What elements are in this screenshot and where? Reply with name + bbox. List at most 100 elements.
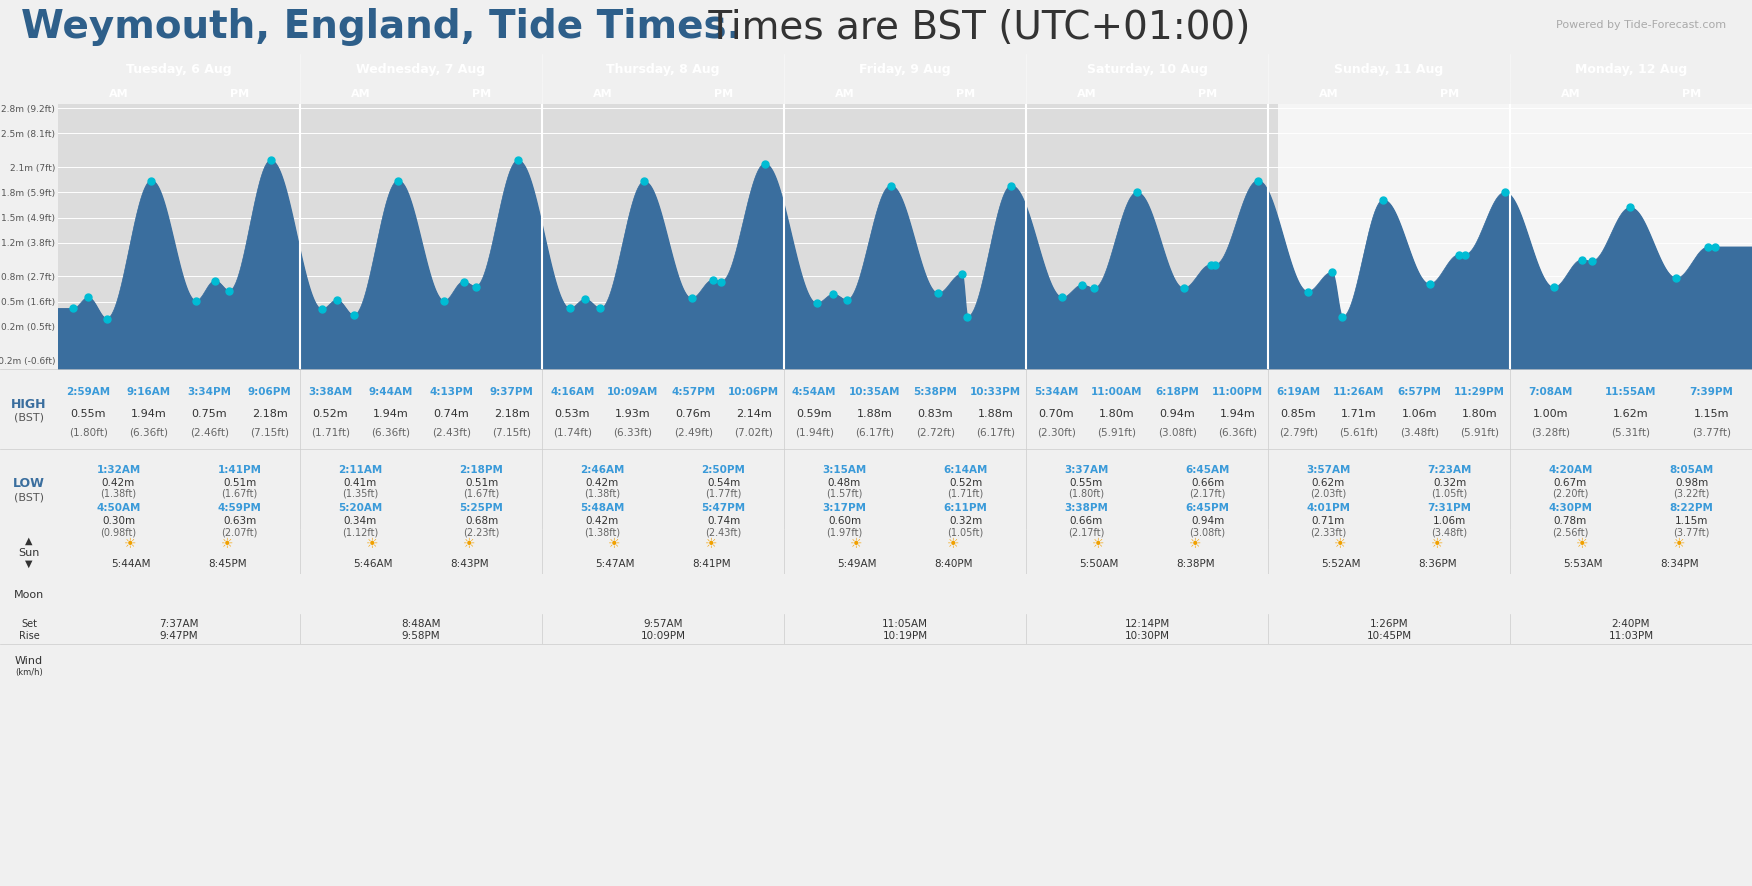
Text: (6.36ft): (6.36ft) <box>1218 427 1258 437</box>
Text: 0.32m: 0.32m <box>950 516 983 525</box>
Text: (3.77ft): (3.77ft) <box>1673 527 1710 537</box>
Text: Moon: Moon <box>14 589 44 599</box>
Text: (7.02ft): (7.02ft) <box>734 427 773 437</box>
Text: (6.17ft): (6.17ft) <box>976 427 1014 437</box>
Text: (1.67ft): (1.67ft) <box>463 488 499 499</box>
Text: 6:11PM: 6:11PM <box>944 503 988 513</box>
Text: (2.03ft): (2.03ft) <box>1310 488 1347 499</box>
Text: 5:20AM: 5:20AM <box>338 503 382 513</box>
Text: 11:03PM: 11:03PM <box>1608 630 1654 641</box>
Bar <box>1277 105 1752 369</box>
Text: 4:50AM: 4:50AM <box>96 503 140 513</box>
Text: 5:52AM: 5:52AM <box>1321 558 1360 568</box>
Text: 0.94m: 0.94m <box>1191 516 1225 525</box>
Text: (2.46ft): (2.46ft) <box>189 427 230 437</box>
Text: 1.71m: 1.71m <box>1340 408 1377 418</box>
Text: ☀: ☀ <box>850 536 862 550</box>
Text: 3:34PM: 3:34PM <box>187 387 231 397</box>
Text: 0.2m (0.5ft): 0.2m (0.5ft) <box>2 323 54 332</box>
Text: 0.52m: 0.52m <box>950 478 983 487</box>
Text: (2.07ft): (2.07ft) <box>221 527 258 537</box>
Text: AM: AM <box>834 89 855 99</box>
Text: ☀: ☀ <box>1673 536 1685 550</box>
Text: (3.28ft): (3.28ft) <box>1531 427 1570 437</box>
Text: 6:19AM: 6:19AM <box>1275 387 1321 397</box>
Text: (6.33ft): (6.33ft) <box>613 427 652 437</box>
Text: ▼: ▼ <box>25 558 33 568</box>
Text: 4:54AM: 4:54AM <box>792 387 836 397</box>
Text: 2.5m (8.1ft): 2.5m (8.1ft) <box>2 129 54 139</box>
Text: 6:57PM: 6:57PM <box>1398 387 1442 397</box>
Text: (2.23ft): (2.23ft) <box>463 527 499 537</box>
Text: 0.55m: 0.55m <box>70 408 107 418</box>
Text: 0.67m: 0.67m <box>1554 478 1587 487</box>
Text: ☀: ☀ <box>1335 536 1347 550</box>
Text: 8:41PM: 8:41PM <box>692 558 731 568</box>
Text: 0.51m: 0.51m <box>464 478 498 487</box>
Text: 2.1m (7ft): 2.1m (7ft) <box>11 163 54 173</box>
Text: 0.41m: 0.41m <box>343 478 377 487</box>
Text: 1.80m: 1.80m <box>1099 408 1135 418</box>
Text: 0.70m: 0.70m <box>1039 408 1074 418</box>
Text: (2.49ft): (2.49ft) <box>675 427 713 437</box>
Text: 1.06m: 1.06m <box>1402 408 1437 418</box>
Text: (1.94ft): (1.94ft) <box>795 427 834 437</box>
Text: (7.15ft): (7.15ft) <box>251 427 289 437</box>
Text: 11:00PM: 11:00PM <box>1212 387 1263 397</box>
Text: 1.80m: 1.80m <box>1461 408 1498 418</box>
Text: 0.34m: 0.34m <box>343 516 377 525</box>
Text: Set: Set <box>21 618 37 628</box>
Text: Thursday, 8 Aug: Thursday, 8 Aug <box>606 62 720 75</box>
Text: 8:40PM: 8:40PM <box>934 558 972 568</box>
Text: 8:48AM: 8:48AM <box>401 618 442 628</box>
Text: 0.48m: 0.48m <box>829 478 862 487</box>
Text: (3.48ft): (3.48ft) <box>1431 527 1468 537</box>
Text: ☀: ☀ <box>608 536 620 550</box>
Text: 2.14m: 2.14m <box>736 408 771 418</box>
Text: 0.68m: 0.68m <box>464 516 498 525</box>
Text: (2.17ft): (2.17ft) <box>1069 527 1106 537</box>
Text: (5.61ft): (5.61ft) <box>1339 427 1379 437</box>
Text: (1.80ft): (1.80ft) <box>68 427 107 437</box>
Text: (2.43ft): (2.43ft) <box>706 527 741 537</box>
Text: 4:30PM: 4:30PM <box>1549 503 1593 513</box>
Text: (2.33ft): (2.33ft) <box>1310 527 1347 537</box>
Text: 7:31PM: 7:31PM <box>1428 503 1472 513</box>
Text: 3:15AM: 3:15AM <box>822 464 867 475</box>
Text: 9:58PM: 9:58PM <box>401 630 440 641</box>
Text: PM: PM <box>1440 89 1459 99</box>
Text: Wednesday, 7 Aug: Wednesday, 7 Aug <box>356 62 485 75</box>
Text: 1.94m: 1.94m <box>373 408 408 418</box>
Text: 1.94m: 1.94m <box>1219 408 1256 418</box>
Text: 4:20AM: 4:20AM <box>1549 464 1593 475</box>
Text: 8:05AM: 8:05AM <box>1670 464 1713 475</box>
Text: 0.52m: 0.52m <box>312 408 349 418</box>
Text: 10:33PM: 10:33PM <box>971 387 1021 397</box>
Text: 0.71m: 0.71m <box>1312 516 1346 525</box>
Text: 0.78m: 0.78m <box>1554 516 1587 525</box>
Text: 11:26AM: 11:26AM <box>1333 387 1384 397</box>
Text: 4:16AM: 4:16AM <box>550 387 594 397</box>
Text: ☀: ☀ <box>221 536 233 550</box>
Text: 7:37AM: 7:37AM <box>159 618 198 628</box>
Text: LOW: LOW <box>12 477 46 490</box>
Text: 0.66m: 0.66m <box>1070 516 1104 525</box>
Text: 10:09PM: 10:09PM <box>641 630 685 641</box>
Text: 1.62m: 1.62m <box>1614 408 1649 418</box>
Text: ☀: ☀ <box>948 536 960 550</box>
Text: 10:19PM: 10:19PM <box>883 630 927 641</box>
Text: Tuesday, 6 Aug: Tuesday, 6 Aug <box>126 62 231 75</box>
Text: (2.56ft): (2.56ft) <box>1552 527 1589 537</box>
Text: 3:38AM: 3:38AM <box>308 387 352 397</box>
Text: 0.60m: 0.60m <box>829 516 860 525</box>
Text: 3:57AM: 3:57AM <box>1307 464 1351 475</box>
Bar <box>58 105 1277 369</box>
Text: 9:06PM: 9:06PM <box>247 387 291 397</box>
Text: Wind: Wind <box>16 656 44 665</box>
Text: 2.18m: 2.18m <box>494 408 529 418</box>
Text: 2:59AM: 2:59AM <box>67 387 110 397</box>
Text: 10:30PM: 10:30PM <box>1125 630 1170 641</box>
Text: 5:47AM: 5:47AM <box>596 558 634 568</box>
Text: (3.22ft): (3.22ft) <box>1673 488 1710 499</box>
Text: 11:00AM: 11:00AM <box>1091 387 1142 397</box>
